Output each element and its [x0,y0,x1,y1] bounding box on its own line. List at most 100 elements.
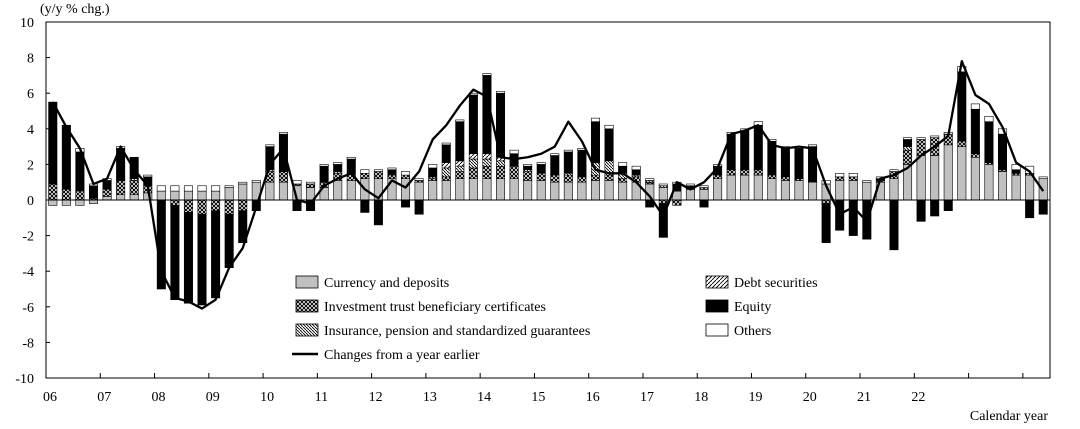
bar-oth-7 [143,174,153,178]
bar-oth-58 [835,173,845,178]
bar-itb-2 [75,190,85,201]
bar-itb-41 [604,174,614,181]
bar-itb-25 [387,174,397,179]
bar-itb-30 [455,171,465,179]
bar-cd-39 [577,181,587,201]
bar-eq-4 [102,180,112,190]
bar-itb-58 [835,176,845,181]
bar-oth-10 [183,185,193,192]
bar-cd-13 [224,187,234,201]
bar-oth-38 [563,149,573,153]
bar-itb-39 [577,176,587,183]
y-tick-label: -2 [22,230,34,245]
x-tick-label: 13 [423,390,437,405]
bar-eq-72 [1025,199,1035,219]
bar-itb-23 [360,173,370,179]
bar-itb-13 [224,199,234,215]
bar-itb-9 [170,199,180,206]
y-tick-label: -6 [22,301,34,316]
bar-eq-51 [740,130,750,171]
y-tick-label: 2 [27,158,34,173]
bar-itb-53 [767,174,777,179]
bar-cd-28 [428,180,438,201]
legend-label-equity: Equity [734,300,771,315]
bar-eq-59 [848,199,858,236]
bar-cd-48 [699,189,709,201]
bar-itb-67 [957,140,967,147]
bar-oth-34 [509,149,519,155]
x-tick-label: 17 [640,390,654,405]
bar-eq-28 [428,167,438,178]
x-tick-label: 16 [586,390,600,405]
total-change-line [51,60,1045,310]
bar-ins-31 [468,158,478,169]
bar-eq-66 [943,199,953,211]
bar-eq-56 [808,146,818,183]
bar-itb-52 [753,169,763,176]
bar-oth-15 [251,180,261,183]
bar-cd-50 [726,174,736,201]
bar-cd-41 [604,180,614,201]
bar-cd-59 [848,180,858,201]
x-tick-label: 22 [911,390,925,405]
bar-eq-10 [183,212,193,304]
bar-oth-60 [862,180,872,183]
bar-oth-14 [238,181,248,185]
bar-cd-12 [211,190,221,201]
bar-itb-32 [482,165,492,179]
bar-cd-66 [943,144,953,201]
bar-oth-17 [278,132,288,135]
x-tick-label: 21 [857,390,871,405]
bar-eq-68 [970,108,980,155]
bar-oth-59 [848,173,858,178]
bar-eq-1 [61,124,71,190]
bar-eq-31 [468,94,478,155]
legend-swatch-debt-securities [705,275,729,289]
bar-eq-0 [48,101,58,185]
bar-itb-19 [306,183,316,188]
bar-oth-22 [346,156,356,160]
bar-eq-43 [631,169,641,176]
bar-oth-24 [373,169,383,172]
y-tick-label: -10 [15,372,34,387]
bar-eq-38 [563,151,573,174]
bar-cd-35 [523,180,533,201]
bar-oth-44 [645,178,655,181]
bar-cd-40 [590,180,600,201]
bar-oth-64 [916,137,926,140]
bar-itb-17 [278,171,288,183]
x-tick-label: 18 [694,390,708,405]
bar-oth-69 [984,116,994,122]
bar-oth-26 [401,171,411,176]
bar-cd-36 [536,180,546,201]
bar-oth-35 [523,164,533,167]
bar-itb-35 [523,171,533,181]
bar-itb-26 [401,174,411,179]
bar-itb-38 [563,174,573,183]
bar-oth-56 [808,144,818,147]
bar-itb-63 [903,149,913,165]
bar-eq-71 [1011,169,1021,174]
bar-oth-20 [319,164,329,167]
bar-cd-22 [346,180,356,201]
bar-debt-29 [441,162,451,169]
bar-cd-29 [441,180,451,201]
legend-label-investment-trust: Investment trust beneficiary certificate… [324,300,546,315]
bar-cd-71 [1011,174,1021,201]
bar-oth-36 [536,162,546,165]
legend-swatch-insurance [295,323,319,337]
bar-cd-30 [455,178,465,201]
bars-layer [48,66,1048,306]
bar-eq-23 [360,199,370,213]
x-tick-label: 12 [369,390,383,405]
axes-layer [45,21,1051,379]
bar-eq-14 [238,210,248,244]
bar-cd-64 [916,155,926,201]
y-tick-label: 0 [27,194,34,209]
bar-itb-0 [48,183,58,201]
bar-oth-33 [496,91,506,94]
bar-itb-10 [183,199,193,213]
bar-eq-52 [753,124,763,171]
bar-cd-38 [563,181,573,201]
